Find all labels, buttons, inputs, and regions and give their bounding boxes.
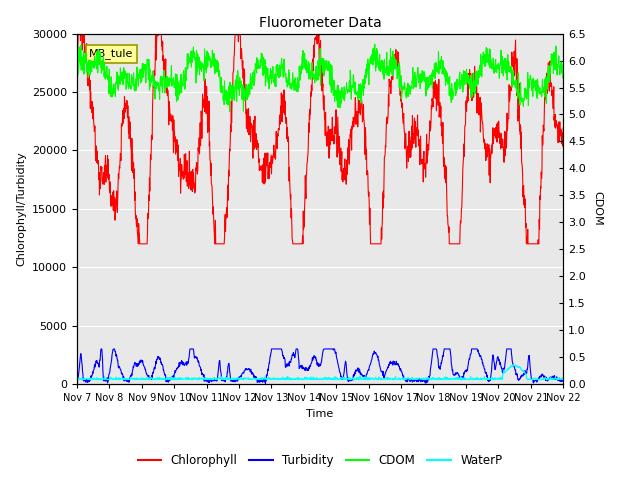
Chlorophyll: [170, 117, 178, 123]
Y-axis label: CDOM: CDOM: [593, 192, 602, 226]
Chlorophyll: [460, 160, 467, 166]
Line: Chlorophyll: Chlorophyll: [77, 34, 563, 244]
WaterP: [509, 362, 517, 368]
Turbidity: [559, 378, 567, 384]
CDOM: [170, 81, 177, 87]
Line: CDOM: CDOM: [77, 44, 563, 111]
Chlorophyll: [502, 129, 510, 135]
Turbidity: [97, 346, 105, 352]
CDOM: [371, 41, 378, 47]
Chlorophyll: [182, 151, 189, 156]
CDOM: [502, 70, 510, 76]
WaterP: [170, 377, 177, 383]
Chlorophyll: [134, 241, 142, 247]
WaterP: [236, 376, 244, 382]
Legend: Chlorophyll, Turbidity, CDOM, WaterP: Chlorophyll, Turbidity, CDOM, WaterP: [133, 449, 507, 472]
Chlorophyll: [73, 52, 81, 58]
Turbidity: [460, 373, 467, 379]
WaterP: [502, 369, 509, 375]
Turbidity: [262, 381, 269, 386]
Turbidity: [396, 365, 403, 371]
WaterP: [73, 375, 81, 381]
Chlorophyll: [396, 68, 403, 74]
CDOM: [396, 63, 403, 69]
WaterP: [459, 376, 467, 382]
Chlorophyll: [74, 31, 82, 36]
Line: WaterP: WaterP: [77, 365, 563, 380]
Line: Turbidity: Turbidity: [77, 349, 563, 384]
Text: MB_tule: MB_tule: [89, 48, 133, 60]
CDOM: [181, 86, 189, 92]
X-axis label: Time: Time: [307, 408, 333, 419]
Title: Fluorometer Data: Fluorometer Data: [259, 16, 381, 30]
Turbidity: [502, 352, 510, 358]
Chlorophyll: [236, 31, 244, 36]
Turbidity: [170, 373, 177, 379]
Turbidity: [73, 378, 81, 384]
CDOM: [226, 108, 234, 114]
Turbidity: [236, 374, 244, 380]
Turbidity: [182, 361, 189, 367]
CDOM: [73, 69, 81, 75]
WaterP: [396, 376, 403, 382]
CDOM: [460, 84, 467, 90]
WaterP: [182, 376, 189, 382]
WaterP: [150, 377, 158, 383]
Chlorophyll: [559, 125, 567, 131]
CDOM: [236, 75, 244, 81]
Y-axis label: Chlorophyll/Turbidity: Chlorophyll/Turbidity: [17, 151, 26, 266]
CDOM: [559, 60, 567, 66]
WaterP: [559, 376, 567, 382]
